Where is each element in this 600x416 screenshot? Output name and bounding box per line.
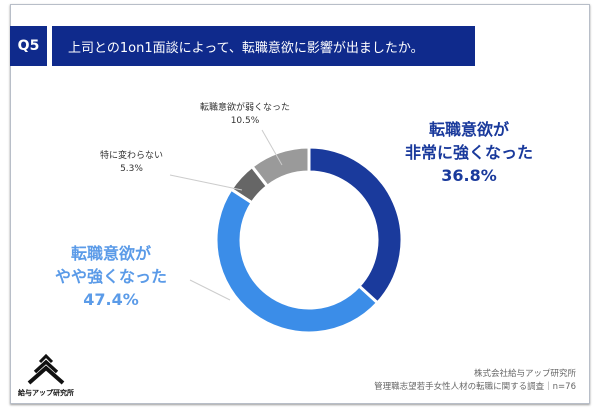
footer-company: 株式会社給与アップ研究所 <box>473 369 576 379</box>
logo: 給与アップ研究所 <box>18 352 74 398</box>
card-frame <box>10 4 590 404</box>
leader-line-somewhat <box>189 279 231 301</box>
label-no-change: 特に変わらない 5.3% <box>100 150 163 176</box>
question-number: Q5 <box>10 26 47 66</box>
label-somewhat-strong: 転職意欲が やや強くなった 47.4% <box>55 242 167 312</box>
slice-value: 36.8% <box>441 166 497 186</box>
logo-text: 給与アップ研究所 <box>18 389 74 397</box>
footer: 株式会社給与アップ研究所 管理職志望若手女性人材の転職に関する調査｜n=76 <box>374 368 576 394</box>
question-title: 上司との1on1面談によって、転職意欲に影響が出ましたか。 <box>52 26 475 66</box>
label-very-strong: 転職意欲が 非常に強くなった 36.8% <box>405 118 533 188</box>
leader-line-nochange <box>169 174 243 191</box>
slice-label: 転職意欲が弱くなった <box>200 103 291 113</box>
leader-line-weak <box>261 129 283 166</box>
footer-survey: 管理職志望若手女性人材の転職に関する調査｜n=76 <box>374 381 576 392</box>
slice-value: 10.5% <box>230 116 260 127</box>
label-weaker: 転職意欲が弱くなった 10.5% <box>200 102 290 128</box>
donut-slice-1 <box>214 187 380 335</box>
slice-value: 47.4% <box>83 290 139 310</box>
slice-label: 特に変わらない <box>100 151 164 161</box>
slice-label: 転職意欲が <box>71 244 152 263</box>
slice-label: 転職意欲が <box>429 120 510 139</box>
donut-slice-0 <box>307 145 404 305</box>
slice-label: やや強くなった <box>55 267 168 287</box>
slice-label: 非常に強くなった <box>405 143 534 163</box>
slice-value: 5.3% <box>120 164 143 175</box>
logo-chevrons-icon <box>27 353 65 385</box>
